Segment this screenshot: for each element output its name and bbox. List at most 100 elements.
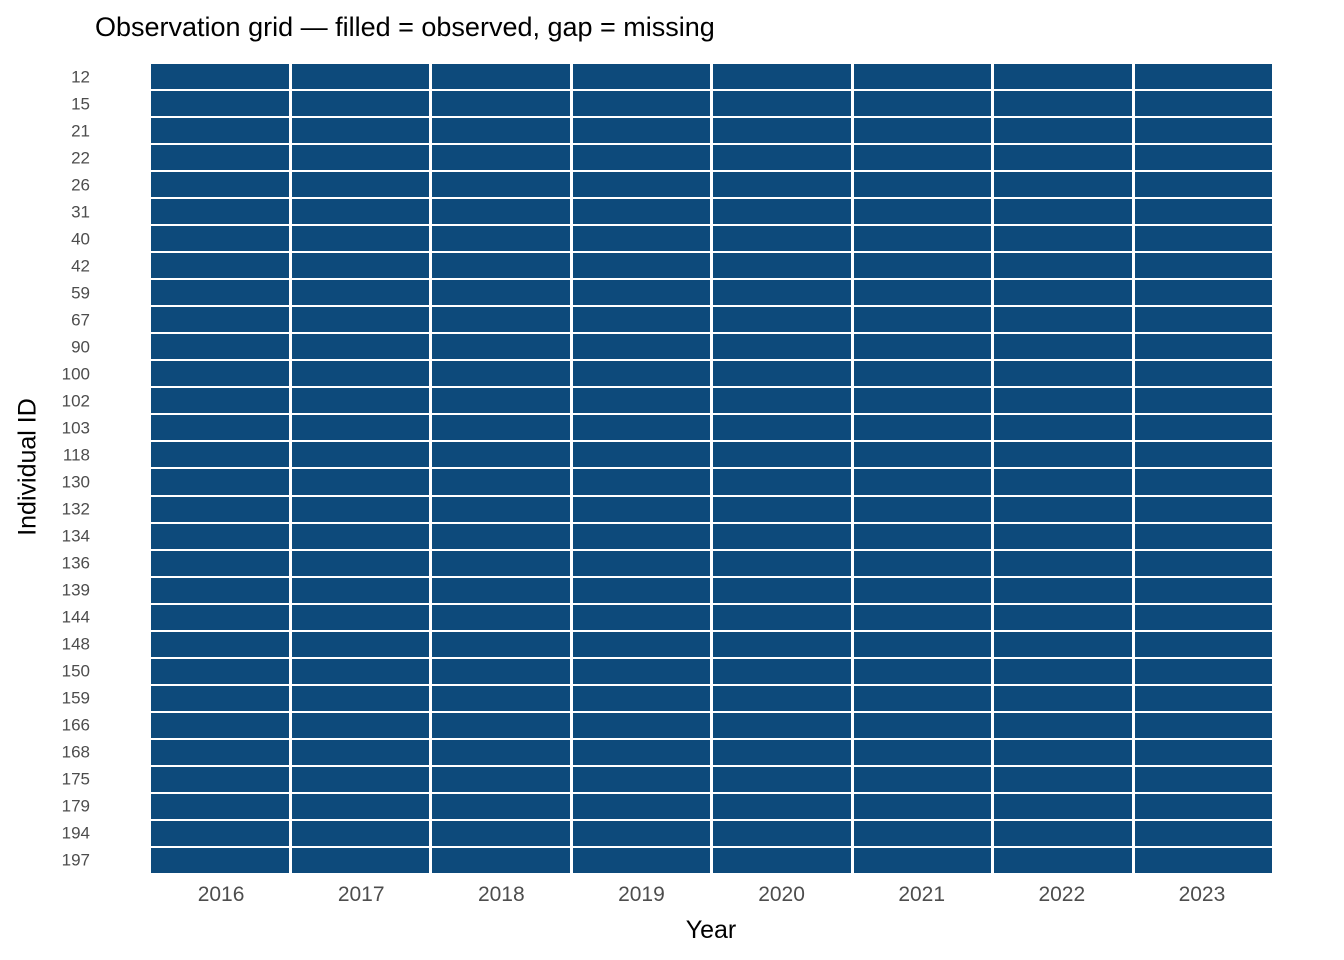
grid-cell <box>1134 415 1272 441</box>
grid-cell <box>853 361 991 387</box>
grid-cell <box>713 307 851 333</box>
grid-cell <box>432 739 570 765</box>
grid-cell <box>432 145 570 171</box>
grid-cell <box>853 145 991 171</box>
grid-cell <box>432 820 570 846</box>
grid-cell <box>713 226 851 252</box>
grid-cell <box>432 712 570 738</box>
grid-cell <box>151 388 289 414</box>
grid-cell <box>713 388 851 414</box>
grid-cell <box>1134 469 1272 495</box>
grid-cell <box>713 361 851 387</box>
grid-cell <box>713 469 851 495</box>
grid-cell <box>1134 496 1272 522</box>
grid-cell <box>291 118 429 144</box>
grid-cell <box>151 577 289 603</box>
y-tick-label: 134 <box>61 526 90 546</box>
grid-cell <box>1134 361 1272 387</box>
y-tick-label: 166 <box>61 715 90 735</box>
grid-cell <box>432 334 570 360</box>
grid-cell <box>291 91 429 117</box>
grid-cell <box>1134 226 1272 252</box>
grid-cell <box>572 604 710 630</box>
grid-cell <box>713 739 851 765</box>
grid-cell <box>291 253 429 279</box>
grid-cell <box>432 118 570 144</box>
grid-cell <box>1134 604 1272 630</box>
grid-cell <box>713 658 851 684</box>
grid-cell <box>572 712 710 738</box>
grid-cell <box>432 361 570 387</box>
grid-cell <box>572 739 710 765</box>
grid-cell <box>853 226 991 252</box>
grid-cell <box>713 847 851 873</box>
grid-cell <box>713 64 851 90</box>
grid-cell <box>994 415 1132 441</box>
grid-cell <box>291 631 429 657</box>
y-tick-label: 118 <box>62 445 90 465</box>
y-tick-label: 59 <box>71 283 90 303</box>
grid-cell <box>1134 820 1272 846</box>
grid-cell <box>572 253 710 279</box>
grid-cell <box>994 847 1132 873</box>
grid-cell <box>291 577 429 603</box>
grid-cell <box>853 199 991 225</box>
grid-cell <box>291 685 429 711</box>
grid-cell <box>1134 739 1272 765</box>
y-tick-label: 136 <box>61 553 90 573</box>
grid-cell <box>291 739 429 765</box>
grid-cell <box>1134 523 1272 549</box>
grid-cell <box>853 172 991 198</box>
grid-cell <box>994 253 1132 279</box>
grid-cell <box>572 415 710 441</box>
x-tick-label: 2016 <box>197 883 245 906</box>
grid-cell <box>432 415 570 441</box>
grid-cell <box>151 226 289 252</box>
grid-cell <box>572 685 710 711</box>
grid-cell <box>713 442 851 468</box>
grid-cell <box>151 64 289 90</box>
grid-cell <box>572 388 710 414</box>
grid-cell <box>853 307 991 333</box>
grid-cell <box>994 64 1132 90</box>
grid-cell <box>151 523 289 549</box>
grid-cell <box>853 280 991 306</box>
grid-cell <box>432 577 570 603</box>
y-tick-label: 150 <box>61 661 90 681</box>
grid-cell <box>572 307 710 333</box>
grid-cell <box>572 118 710 144</box>
y-tick-label: 159 <box>61 688 90 708</box>
y-tick-label: 132 <box>61 499 90 519</box>
grid-cell <box>1134 550 1272 576</box>
grid-cell <box>994 388 1132 414</box>
grid-cell <box>994 280 1132 306</box>
grid-cell <box>1134 307 1272 333</box>
grid-cell <box>1134 118 1272 144</box>
y-tick-label: 139 <box>61 580 90 600</box>
grid-cell <box>572 361 710 387</box>
grid-cell <box>1134 91 1272 117</box>
grid-cell <box>1134 253 1272 279</box>
grid-cell <box>853 604 991 630</box>
grid-cell <box>151 361 289 387</box>
grid-cell <box>291 172 429 198</box>
grid-cell <box>994 631 1132 657</box>
grid-cell <box>853 577 991 603</box>
grid-cell <box>853 766 991 792</box>
grid-cell <box>994 442 1132 468</box>
grid-cell <box>994 172 1132 198</box>
grid-cell <box>1134 199 1272 225</box>
grid-cell <box>291 226 429 252</box>
grid-cell <box>994 712 1132 738</box>
grid-cell <box>994 793 1132 819</box>
grid-cell <box>853 793 991 819</box>
grid-cell <box>994 685 1132 711</box>
grid-cell <box>572 469 710 495</box>
grid-cell <box>432 442 570 468</box>
grid-cell <box>572 280 710 306</box>
y-tick-label: 130 <box>61 472 90 492</box>
grid-cell <box>853 658 991 684</box>
grid-cell <box>432 766 570 792</box>
grid-cell <box>994 523 1132 549</box>
y-tick-label: 194 <box>61 823 90 843</box>
